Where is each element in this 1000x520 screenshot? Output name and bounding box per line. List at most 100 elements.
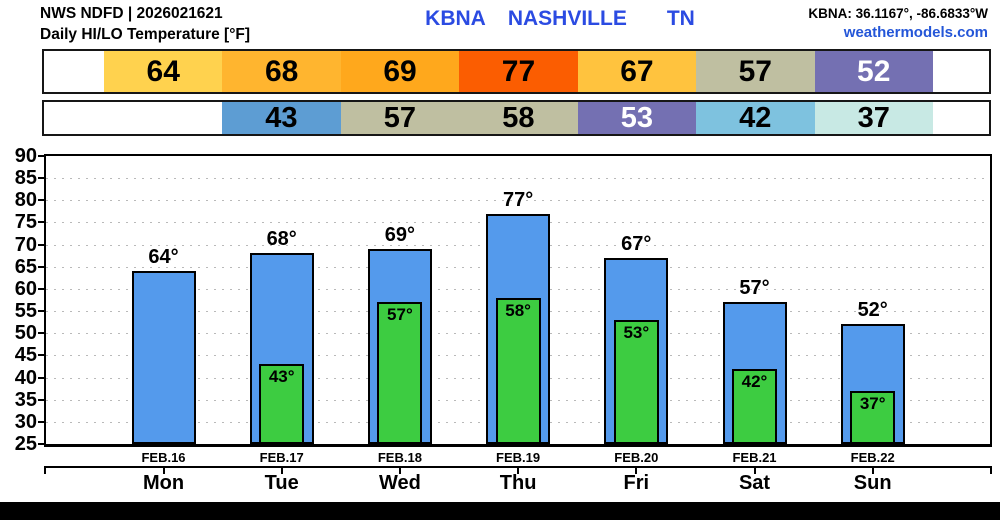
y-axis-tick (38, 332, 44, 335)
y-axis-tick (38, 310, 44, 313)
day-label: Fri (623, 472, 650, 494)
lo-bar (377, 302, 423, 444)
hi-bar-label: 69° (384, 224, 416, 247)
hi-strip-cell: 77 (459, 51, 578, 92)
y-axis-label: 55 (14, 300, 37, 323)
header-right: KBNA: 36.1167°, -86.6833°W weathermodels… (808, 4, 988, 43)
y-axis-tick (38, 243, 44, 246)
lo-strip-lead-pad (44, 102, 222, 134)
date-label: FEB.22 (850, 450, 895, 465)
plot-area: 64° 68° 43° 69° 57° 77° 58° 67° 53° 57° 42° 52° 37° (44, 154, 992, 447)
lo-strip-cell: 57 (340, 102, 460, 134)
lo-bar (495, 297, 541, 444)
y-axis-tick (38, 221, 44, 224)
y-axis-tick (38, 398, 44, 401)
y-axis-tick (38, 376, 44, 379)
station-code: KBNA (425, 7, 486, 30)
hi-strip-cell: 52 (814, 51, 933, 92)
product-label: Daily HI/LO Temperature [°F] (40, 26, 251, 43)
x-axis-tick (398, 466, 401, 474)
y-axis-label: 70 (14, 233, 37, 256)
lo-strip-trail-pad (933, 102, 989, 134)
day-label: Wed (378, 472, 421, 494)
hi-bar-label: 77° (502, 188, 534, 211)
y-axis-label: 60 (14, 277, 37, 300)
lo-bar (732, 368, 777, 444)
x-axis-end-tick (44, 466, 46, 474)
date-label: FEB.16 (141, 450, 186, 465)
hi-strip-cell: 57 (696, 51, 815, 92)
lo-bar-label: 37° (859, 393, 886, 413)
date-label: FEB.17 (259, 450, 304, 465)
lo-bar-label: 53° (623, 322, 650, 342)
y-axis-label: 90 (14, 145, 37, 167)
hi-strip-cell: 68 (222, 51, 341, 92)
y-axis-label: 65 (14, 255, 37, 278)
footer-bar (0, 502, 1000, 520)
station-coordinates: KBNA: 36.1167°, -86.6833°W (808, 6, 988, 21)
y-axis-tick (38, 354, 44, 357)
y-axis-label: 40 (14, 366, 37, 389)
y-axis-tick (38, 265, 44, 268)
y-axis-label: 75 (14, 211, 37, 234)
y-axis-label: 85 (14, 167, 37, 190)
lo-bar-label: 58° (505, 300, 531, 320)
day-label: Sun (853, 472, 892, 494)
date-label: FEB.20 (614, 450, 659, 465)
hi-strip-lead-pad (44, 51, 104, 92)
hi-bar (131, 271, 196, 444)
day-label: Thu (499, 472, 537, 494)
lo-bar-label: 42° (741, 371, 768, 391)
station-state: TN (666, 7, 695, 30)
lo-temperature-strip: 43 57 58 53 42 37 (42, 100, 991, 136)
y-axis-label: 45 (14, 344, 37, 367)
y-axis-tick (38, 420, 44, 423)
x-axis-end-tick (990, 466, 992, 474)
hi-strip-trail-pad (933, 51, 989, 92)
site-link[interactable]: weathermodels.com (843, 24, 988, 41)
station-title: KBNA NASHVILLE TN (425, 7, 695, 31)
x-axis-tick (517, 466, 520, 474)
lo-strip-cell: 53 (577, 102, 697, 134)
gridline (46, 178, 990, 180)
lo-strip-cell: 43 (222, 102, 341, 134)
y-axis-tick (38, 199, 44, 202)
y-axis-label: 25 (14, 433, 37, 455)
x-axis-tick (280, 466, 283, 474)
hi-strip-cell: 64 (104, 51, 223, 92)
y-axis-label: 35 (14, 388, 37, 411)
hi-bar-label: 68° (266, 228, 297, 251)
x-axis-tick (753, 466, 756, 474)
date-label: FEB.19 (496, 450, 541, 465)
gridline (46, 200, 990, 202)
hi-strip-cell: 67 (577, 51, 697, 92)
y-axis-label: 50 (14, 322, 37, 345)
hi-bar-label: 57° (739, 277, 770, 300)
lo-bar-label: 57° (387, 305, 413, 325)
x-axis-tick (635, 466, 638, 474)
y-axis-label: 80 (14, 189, 37, 212)
hi-bar-label: 52° (857, 299, 888, 322)
lo-bar (850, 390, 896, 444)
lo-bar (613, 319, 659, 444)
date-label: FEB.21 (732, 450, 777, 465)
lo-strip-cell: 58 (459, 102, 578, 134)
hi-strip-cell: 69 (340, 51, 460, 92)
hi-bar-label: 64° (148, 246, 179, 269)
day-label: Sat (738, 472, 771, 494)
y-axis-tick (38, 155, 44, 157)
header-left: NWS NDFD | 2026021621 Daily HI/LO Temper… (40, 3, 250, 45)
x-axis-tick (871, 466, 874, 474)
hi-bar-label: 67° (621, 232, 652, 255)
day-label: Mon (142, 472, 185, 494)
y-axis-tick (38, 287, 44, 290)
date-label: FEB.18 (377, 450, 422, 465)
y-axis-tick (38, 177, 44, 180)
lo-strip-cell: 42 (696, 102, 815, 134)
hi-temperature-strip: 64 68 69 77 67 57 52 (42, 49, 991, 94)
lo-bar-label: 43° (268, 367, 295, 387)
lo-strip-cell: 37 (814, 102, 933, 134)
y-axis-tick (38, 443, 44, 445)
model-run-label: NWS NDFD | 2026021621 (40, 5, 223, 22)
